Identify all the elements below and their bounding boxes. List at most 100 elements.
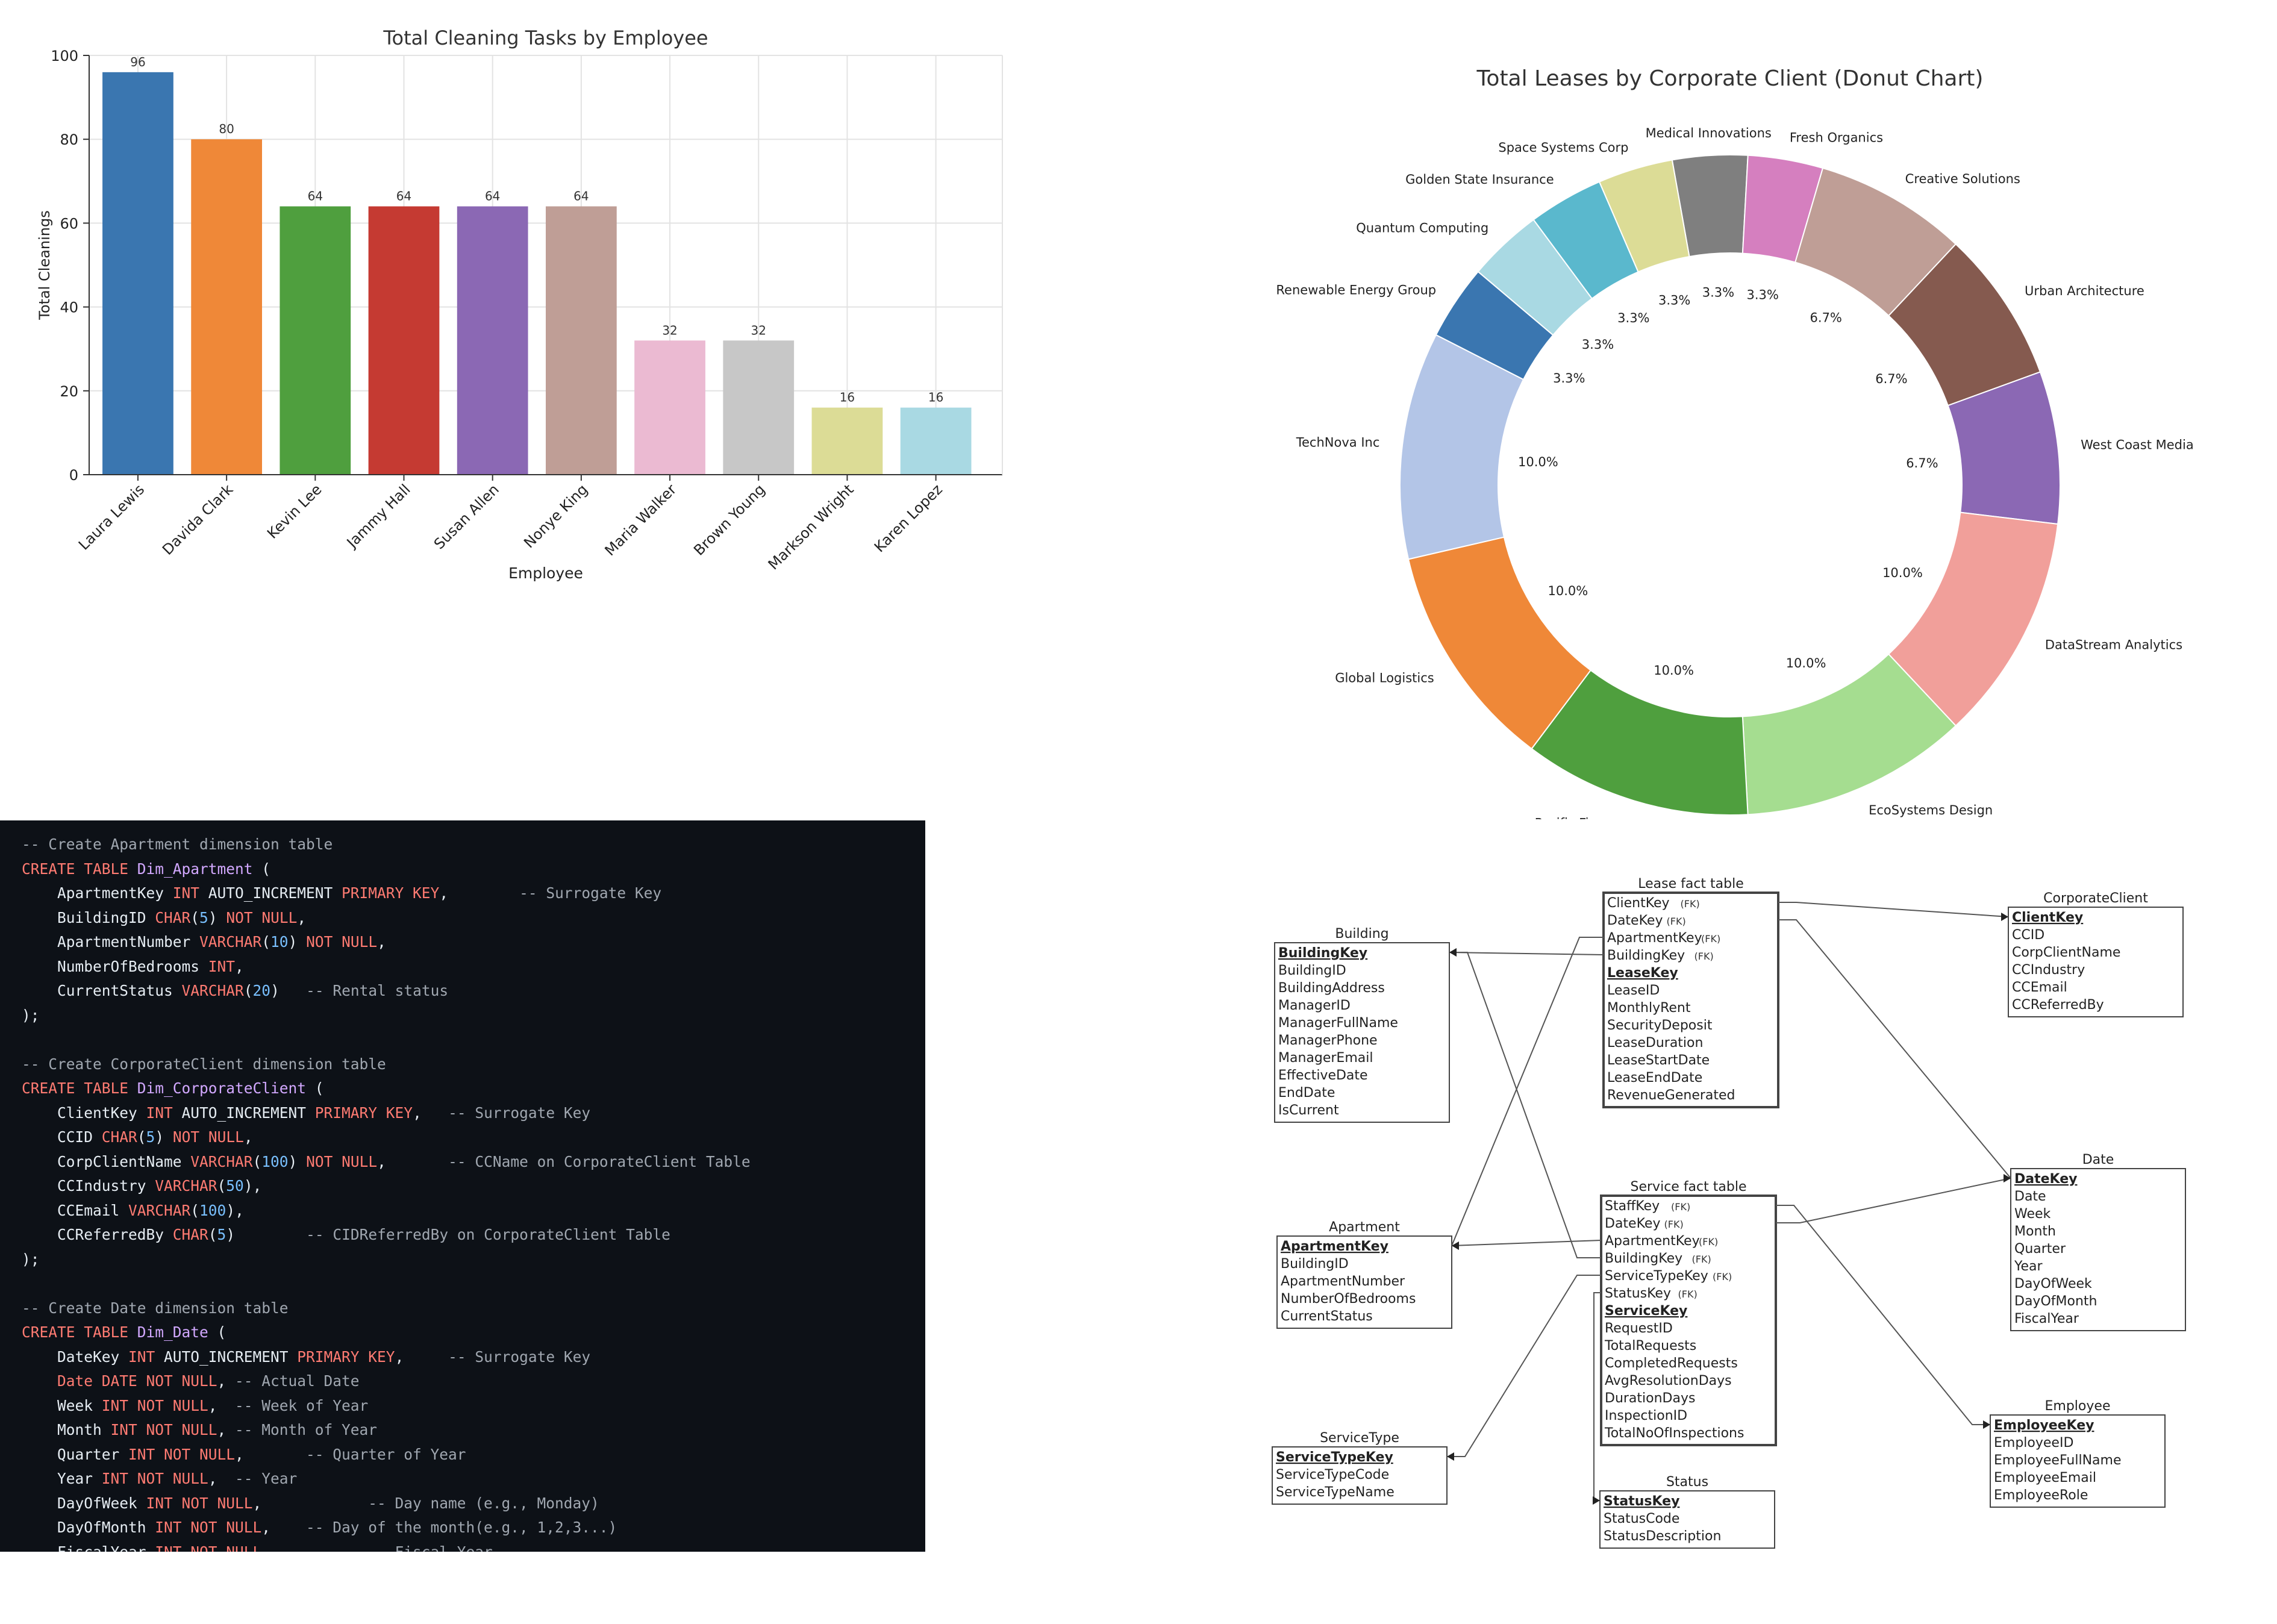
code-token: ( bbox=[137, 1128, 146, 1146]
erd-field: InspectionID bbox=[1605, 1408, 1687, 1423]
bar-data-label: 32 bbox=[751, 323, 766, 337]
slice-pct-label: 3.3% bbox=[1746, 288, 1778, 302]
code-token: Date DATE NOT NULL bbox=[57, 1372, 217, 1390]
erd-relationship-line bbox=[1778, 919, 2011, 1179]
erd-field: TotalNoOfInspections bbox=[1604, 1426, 1744, 1441]
code-token: -- CCName on CorporateClient Table bbox=[448, 1152, 751, 1170]
donut-slice bbox=[1598, 159, 1690, 273]
bar bbox=[191, 139, 263, 475]
erd-fk-tag: (FK) bbox=[1678, 1288, 1698, 1300]
code-token: 10 bbox=[270, 933, 289, 951]
code-token: INT NOT NULL bbox=[155, 1519, 262, 1536]
erd-arrowhead bbox=[1593, 1496, 1600, 1505]
erd-field: CompletedRequests bbox=[1605, 1356, 1738, 1371]
code-token: , bbox=[395, 1348, 449, 1366]
erd-field: EmployeeKey bbox=[1994, 1418, 2094, 1433]
code-line bbox=[0, 1272, 925, 1296]
erd-fk-tag: (FK) bbox=[1671, 1201, 1690, 1213]
slice-label: Quantum Computing bbox=[1356, 220, 1488, 235]
erd-relationship-line bbox=[1449, 952, 1604, 955]
slice-label: TechNova Inc bbox=[1296, 435, 1380, 449]
code-token: 100 bbox=[261, 1152, 289, 1170]
slice-pct-label: 3.3% bbox=[1702, 286, 1734, 300]
erd-fk-tag: (FK) bbox=[1667, 916, 1686, 927]
code-token: -- Quarter of Year bbox=[306, 1445, 466, 1463]
erd-field: IsCurrent bbox=[1278, 1103, 1339, 1118]
erd-field: DurationDays bbox=[1605, 1391, 1695, 1406]
code-token: PRIMARY KEY bbox=[342, 884, 440, 902]
erd-relationship-line bbox=[1776, 1205, 1990, 1425]
code-token: -- Create Apartment dimension table bbox=[22, 835, 333, 853]
code-token: ( bbox=[252, 1152, 262, 1170]
slice-label: Golden State Insurance bbox=[1405, 172, 1554, 187]
code-line: ); bbox=[0, 1248, 925, 1272]
slice-label: West Coast Media bbox=[2081, 438, 2194, 452]
bar-data-label: 64 bbox=[396, 189, 411, 204]
slice-pct-label: 10.0% bbox=[1786, 656, 1826, 670]
code-token: INT bbox=[128, 1348, 155, 1366]
erd-field: CurrentStatus bbox=[1281, 1309, 1373, 1324]
code-token: -- Year bbox=[235, 1470, 298, 1487]
erd-entity-title: Apartment bbox=[1329, 1220, 1400, 1235]
erd-field: Week bbox=[2014, 1207, 2051, 1222]
code-token: VARCHAR bbox=[190, 1152, 253, 1170]
code-token: NOT NULL bbox=[172, 1128, 244, 1146]
erd-entity-title: Service fact table bbox=[1631, 1179, 1747, 1195]
code-token: 50 bbox=[226, 1177, 244, 1195]
code-token: CREATE TABLE bbox=[22, 860, 137, 878]
y-tick-label: 80 bbox=[60, 131, 78, 148]
erd-field: LeaseDuration bbox=[1607, 1035, 1703, 1051]
erd-field: CCID bbox=[2012, 928, 2044, 943]
code-token: , bbox=[217, 1421, 236, 1438]
code-token: NOT NULL bbox=[306, 933, 378, 951]
code-token: 100 bbox=[199, 1201, 226, 1219]
erd-relationship-line bbox=[1449, 952, 1601, 1258]
code-token: INT NOT NULL bbox=[101, 1396, 208, 1414]
erd-field: LeaseStartDate bbox=[1607, 1053, 1710, 1068]
code-token: ), bbox=[226, 1201, 244, 1219]
erd-field: CCReferredBy bbox=[2012, 998, 2104, 1013]
donut-chart: Total Leases by Corporate Client (Donut … bbox=[1276, 66, 2194, 831]
erd-field: LeaseKey bbox=[1607, 966, 1678, 981]
code-line: DayOfMonth INT NOT NULL, -- Day of the m… bbox=[0, 1516, 925, 1540]
code-line: ClientKey INT AUTO_INCREMENT PRIMARY KEY… bbox=[0, 1101, 925, 1126]
erd-field: BuildingKey bbox=[1607, 948, 1685, 963]
code-line: Year INT NOT NULL, -- Year bbox=[0, 1467, 925, 1491]
code-token: 5 bbox=[199, 908, 208, 926]
erd-relationship-line bbox=[1451, 1240, 1602, 1246]
erd-field: ClientKey bbox=[1607, 896, 1670, 911]
code-token: CREATE TABLE bbox=[22, 1079, 137, 1097]
erd-entity-box bbox=[1990, 1414, 2166, 1508]
bar-chart-title: Total Cleaning Tasks by Employee bbox=[383, 27, 708, 49]
erd-entity-title: Status bbox=[1666, 1475, 1708, 1490]
code-token: NumberOfBedrooms bbox=[22, 957, 208, 975]
erd-field: MonthlyRent bbox=[1607, 1001, 1691, 1016]
erd-fk-tag: (FK) bbox=[1699, 1236, 1718, 1248]
y-tick-label: 40 bbox=[60, 299, 78, 316]
code-line: CorpClientName VARCHAR(100) NOT NULL, --… bbox=[0, 1150, 925, 1175]
bar bbox=[102, 72, 173, 475]
code-token: ( bbox=[190, 1201, 200, 1219]
code-line: Date DATE NOT NULL, -- Actual Date bbox=[0, 1369, 925, 1394]
erd-entity-box bbox=[1276, 1235, 1452, 1329]
code-token: ( bbox=[306, 1079, 324, 1097]
erd-field: ManagerFullName bbox=[1278, 1016, 1398, 1031]
erd-field: SecurityDeposit bbox=[1607, 1018, 1713, 1033]
code-token: INT NOT NULL bbox=[101, 1470, 208, 1487]
erd-field: LeaseEndDate bbox=[1607, 1070, 1702, 1085]
erd-field: ServiceKey bbox=[1605, 1304, 1687, 1319]
bar bbox=[723, 340, 795, 475]
erd-fk-tag: (FK) bbox=[1694, 951, 1714, 962]
code-line: CCReferredBy CHAR(5) -- CIDReferredBy on… bbox=[0, 1223, 925, 1248]
erd-field: CCIndustry bbox=[2012, 963, 2085, 978]
erd-field: FiscalYear bbox=[2014, 1311, 2079, 1326]
code-token: VARCHAR bbox=[128, 1201, 191, 1219]
erd-diagram: Building BuildingKey BuildingID BuildingAdd… bbox=[1272, 876, 2186, 1549]
code-token: Quarter bbox=[22, 1445, 129, 1463]
slice-pct-label: 10.0% bbox=[1882, 566, 1923, 580]
erd-field: BuildingID bbox=[1281, 1257, 1349, 1272]
bar-data-label: 32 bbox=[662, 323, 677, 337]
slice-label: Space Systems Corp bbox=[1498, 140, 1628, 155]
code-token: ) bbox=[155, 1128, 173, 1146]
code-token: ) bbox=[208, 908, 226, 926]
